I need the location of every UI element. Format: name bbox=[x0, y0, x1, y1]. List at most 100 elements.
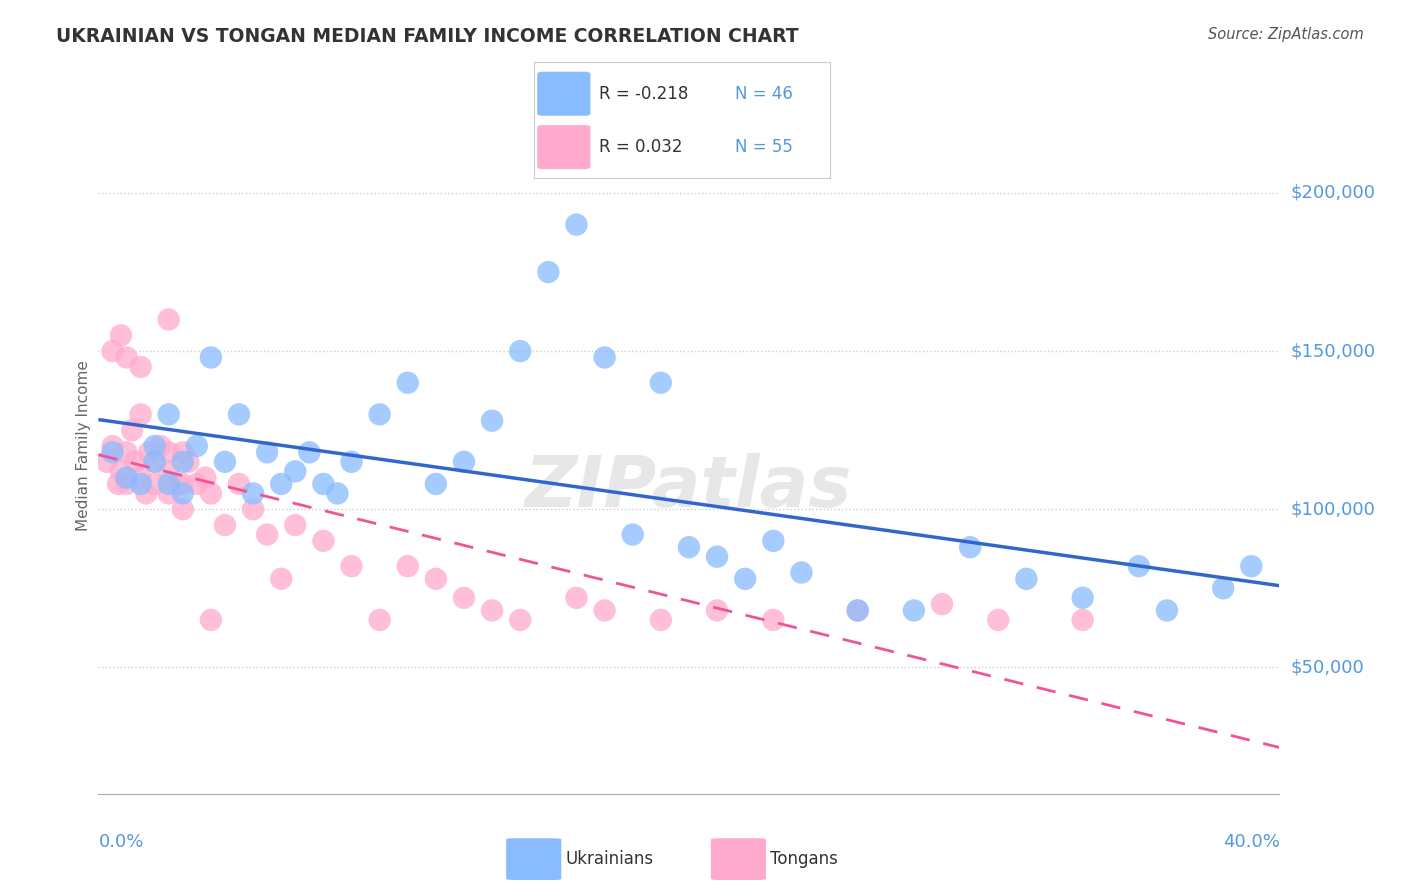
Point bbox=[621, 527, 644, 541]
Point bbox=[228, 408, 250, 422]
Point bbox=[115, 477, 138, 491]
Point bbox=[509, 613, 531, 627]
Point bbox=[846, 603, 869, 617]
Point bbox=[143, 477, 166, 491]
Point bbox=[650, 613, 672, 627]
Point bbox=[270, 477, 292, 491]
Point bbox=[200, 351, 222, 365]
Point bbox=[1128, 559, 1150, 574]
Point bbox=[453, 455, 475, 469]
Point bbox=[186, 439, 208, 453]
Point bbox=[425, 572, 447, 586]
Point bbox=[1156, 603, 1178, 617]
FancyBboxPatch shape bbox=[537, 125, 591, 169]
Point bbox=[650, 376, 672, 390]
Point bbox=[256, 445, 278, 459]
Point bbox=[143, 439, 166, 453]
Point bbox=[368, 408, 391, 422]
Point bbox=[312, 477, 335, 491]
Text: $50,000: $50,000 bbox=[1291, 658, 1364, 676]
Point bbox=[537, 265, 560, 279]
Point bbox=[1015, 572, 1038, 586]
Point bbox=[177, 455, 200, 469]
Point bbox=[129, 470, 152, 484]
Point bbox=[509, 344, 531, 359]
Text: Tongans: Tongans bbox=[770, 849, 838, 868]
Point bbox=[157, 312, 180, 326]
Point bbox=[200, 486, 222, 500]
Point bbox=[110, 328, 132, 343]
Point bbox=[107, 477, 129, 491]
Point bbox=[425, 477, 447, 491]
Point bbox=[110, 464, 132, 478]
Point bbox=[186, 477, 208, 491]
Point bbox=[284, 464, 307, 478]
Point bbox=[312, 533, 335, 548]
Point bbox=[678, 540, 700, 554]
Point bbox=[368, 613, 391, 627]
Point bbox=[931, 597, 953, 611]
Point bbox=[172, 486, 194, 500]
Point bbox=[790, 566, 813, 580]
Point bbox=[270, 572, 292, 586]
Y-axis label: Median Family Income: Median Family Income bbox=[76, 360, 91, 532]
Point bbox=[256, 527, 278, 541]
Point bbox=[1212, 582, 1234, 596]
Point bbox=[1071, 613, 1094, 627]
Point bbox=[396, 376, 419, 390]
Point bbox=[172, 477, 194, 491]
Point bbox=[101, 439, 124, 453]
Point bbox=[593, 603, 616, 617]
Point bbox=[143, 455, 166, 469]
Point bbox=[172, 455, 194, 469]
Point bbox=[1071, 591, 1094, 605]
Point bbox=[326, 486, 349, 500]
Point bbox=[194, 470, 217, 484]
Point bbox=[149, 439, 172, 453]
Point bbox=[481, 603, 503, 617]
Point bbox=[228, 477, 250, 491]
Text: N = 55: N = 55 bbox=[735, 138, 793, 156]
Point bbox=[762, 613, 785, 627]
Text: Source: ZipAtlas.com: Source: ZipAtlas.com bbox=[1208, 27, 1364, 42]
Point bbox=[143, 455, 166, 469]
Point bbox=[157, 477, 180, 491]
Point bbox=[115, 445, 138, 459]
Point bbox=[242, 486, 264, 500]
Point bbox=[734, 572, 756, 586]
Text: 0.0%: 0.0% bbox=[98, 833, 143, 851]
Point bbox=[706, 603, 728, 617]
Point bbox=[115, 351, 138, 365]
Point bbox=[214, 455, 236, 469]
Point bbox=[157, 408, 180, 422]
Point bbox=[762, 533, 785, 548]
FancyBboxPatch shape bbox=[506, 838, 561, 880]
Point bbox=[593, 351, 616, 365]
Point bbox=[138, 445, 160, 459]
Point bbox=[200, 613, 222, 627]
Point bbox=[129, 408, 152, 422]
Point bbox=[101, 445, 124, 459]
Point bbox=[157, 486, 180, 500]
Point bbox=[157, 445, 180, 459]
Point bbox=[959, 540, 981, 554]
Point bbox=[565, 218, 588, 232]
Point bbox=[101, 344, 124, 359]
Point bbox=[396, 559, 419, 574]
Text: R = 0.032: R = 0.032 bbox=[599, 138, 683, 156]
Point bbox=[129, 359, 152, 374]
Point bbox=[453, 591, 475, 605]
FancyBboxPatch shape bbox=[537, 71, 591, 116]
Point bbox=[115, 470, 138, 484]
Point bbox=[124, 455, 146, 469]
Point bbox=[706, 549, 728, 564]
Point bbox=[96, 455, 118, 469]
Point bbox=[157, 464, 180, 478]
Text: Ukrainians: Ukrainians bbox=[565, 849, 654, 868]
Point bbox=[565, 591, 588, 605]
Text: 40.0%: 40.0% bbox=[1223, 833, 1279, 851]
Point bbox=[340, 559, 363, 574]
Point bbox=[284, 518, 307, 533]
Text: $100,000: $100,000 bbox=[1291, 500, 1375, 518]
Point bbox=[166, 477, 188, 491]
